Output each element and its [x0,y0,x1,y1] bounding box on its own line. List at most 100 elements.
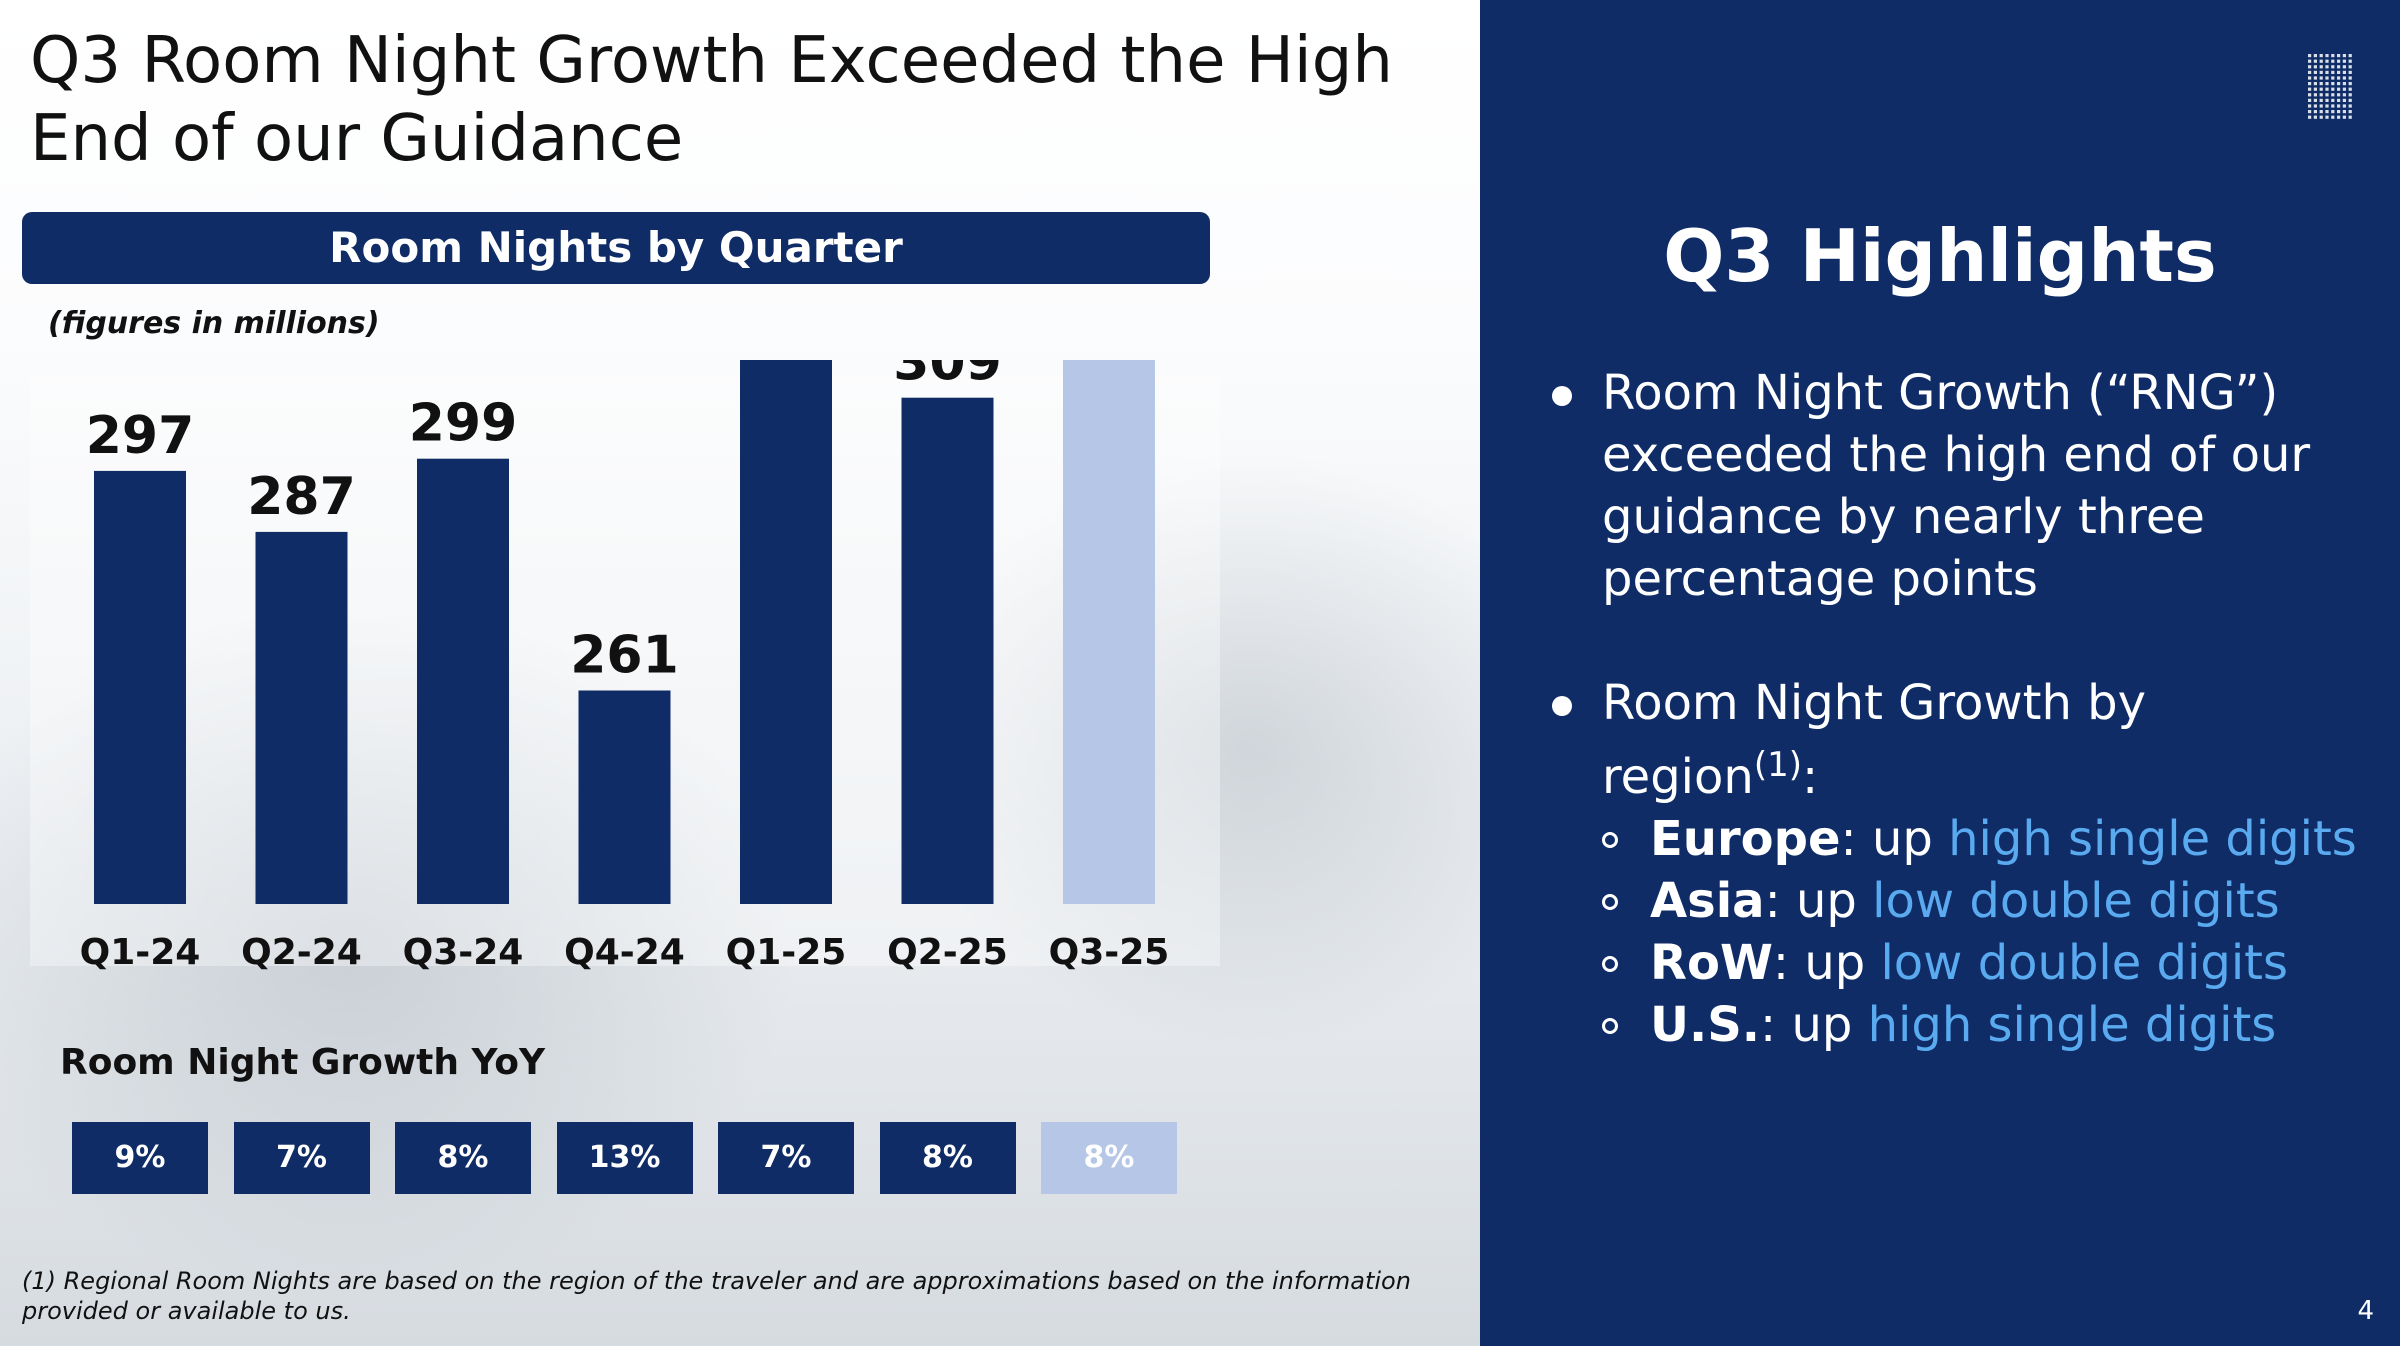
logo-dot [2331,93,2335,97]
highlight-bullet: Room Night Growth by region(1): Europe: … [1550,672,2370,1056]
region-value: low double digits [1872,873,2280,929]
logo-dot [2319,98,2323,102]
bullet-dot-icon [1552,386,1572,406]
logo-dot [2319,76,2323,80]
logo-dot [2325,104,2329,108]
bar-value-label: 261 [570,626,679,686]
growth-yoy-box: 8% [1041,1122,1177,1194]
logo-dot [2313,115,2317,119]
logo-dot [2342,98,2346,102]
logo-dot [2319,115,2323,119]
logo-dot [2308,54,2312,58]
logo-dot [2331,82,2335,86]
bar-q3-24 [417,458,509,904]
logo-dot [2313,59,2317,63]
logo-dot [2325,82,2329,86]
logo-dot [2348,54,2352,58]
room-nights-bar-chart: 297Q1-24287Q2-24299Q3-24261Q4-24319Q1-25… [30,360,1220,973]
logo-dot [2319,70,2323,74]
logo-dot [2308,59,2312,63]
logo-dot [2348,76,2352,80]
logo-dot [2348,110,2352,114]
logo-dot [2308,76,2312,80]
bar-q2-25 [901,397,994,904]
logo-dot [2313,87,2317,91]
logo-dot [2331,76,2335,80]
logo-dot [2337,76,2341,80]
category-tick-label: Q3-25 [1049,932,1170,973]
region-value: high single digits [1948,811,2357,867]
logo-dot [2342,87,2346,91]
logo-dot [2337,82,2341,86]
logo-dot [2342,70,2346,74]
logo-dot [2313,54,2317,58]
circle-bullet-icon [1602,1018,1618,1034]
logo-dot [2348,82,2352,86]
highlights-list: Room Night Growth (“RNG”) exceeded the h… [1550,362,2370,1056]
units-note: (figures in millions) [48,306,380,341]
logo-dot [2319,110,2323,114]
logo-dot [2342,65,2346,69]
logo-dot [2348,115,2352,119]
bar-value-label: 309 [893,360,1002,393]
region-sep: : up [1764,873,1873,929]
logo-dot [2342,76,2346,80]
bar-value-label: 287 [247,467,356,527]
logo-dot [2337,93,2341,97]
logo-dot [2313,98,2317,102]
logo-dot [2313,110,2317,114]
bullet-dot-icon [1552,696,1572,716]
logo-dot [2342,110,2346,114]
circle-bullet-icon [1602,832,1618,848]
logo-dot [2308,82,2312,86]
circle-bullet-icon [1602,956,1618,972]
logo-dot [2319,65,2323,69]
growth-yoy-box: 7% [233,1122,370,1194]
logo-dot [2319,54,2323,58]
logo-dot [2337,110,2341,114]
logo-dot [2337,65,2341,69]
logo-dot [2308,98,2312,102]
region-item-europe: Europe: up high single digits [1602,808,2370,870]
logo-dot [2331,104,2335,108]
logo-dot [2337,98,2341,102]
logo-dot [2319,93,2323,97]
highlights-title: Q3 Highlights [1663,214,2217,298]
logo-dot [2325,87,2329,91]
bar-value-label: 299 [409,394,518,454]
logo-dot [2331,59,2335,63]
logo-dot [2308,87,2312,91]
bar-q1-25 [740,360,832,904]
highlight-bullet: Room Night Growth (“RNG”) exceeded the h… [1550,362,2370,610]
logo-dot [2325,115,2329,119]
logo-dot [2331,65,2335,69]
growth-yoy-row: 9% 7% 8% 13% 7% 8% 8% [0,1122,1480,1194]
logo-dot [2319,87,2323,91]
logo-dot [2337,70,2341,74]
category-tick-label: Q1-24 [80,932,201,973]
region-item-row: RoW: up low double digits [1602,932,2370,994]
region-name: RoW [1650,935,1773,991]
category-tick-label: Q3-24 [403,932,524,973]
logo-dot [2313,76,2317,80]
growth-yoy-box: 8% [879,1122,1016,1194]
growth-yoy-box: 8% [395,1122,531,1194]
region-name: Europe [1650,811,1841,867]
logo-dot [2342,82,2346,86]
logo-dot [2331,110,2335,114]
growth-title: Room Night Growth YoY [60,1042,546,1083]
logo-dot [2331,87,2335,91]
region-item-us: U.S.: up high single digits [1602,994,2370,1056]
logo-dot [2325,98,2329,102]
logo-dot [2342,115,2346,119]
region-sep: : up [1772,935,1881,991]
footnote: (1) Regional Room Nights are based on th… [22,1267,1411,1325]
region-name: U.S. [1650,997,1761,1053]
logo-dot [2313,93,2317,97]
logo-dot [2308,65,2312,69]
logo-dot [2308,104,2312,108]
logo-dot [2308,70,2312,74]
logo-dot [2313,104,2317,108]
growth-yoy-box: 9% [72,1122,208,1194]
logo-dot [2325,54,2329,58]
